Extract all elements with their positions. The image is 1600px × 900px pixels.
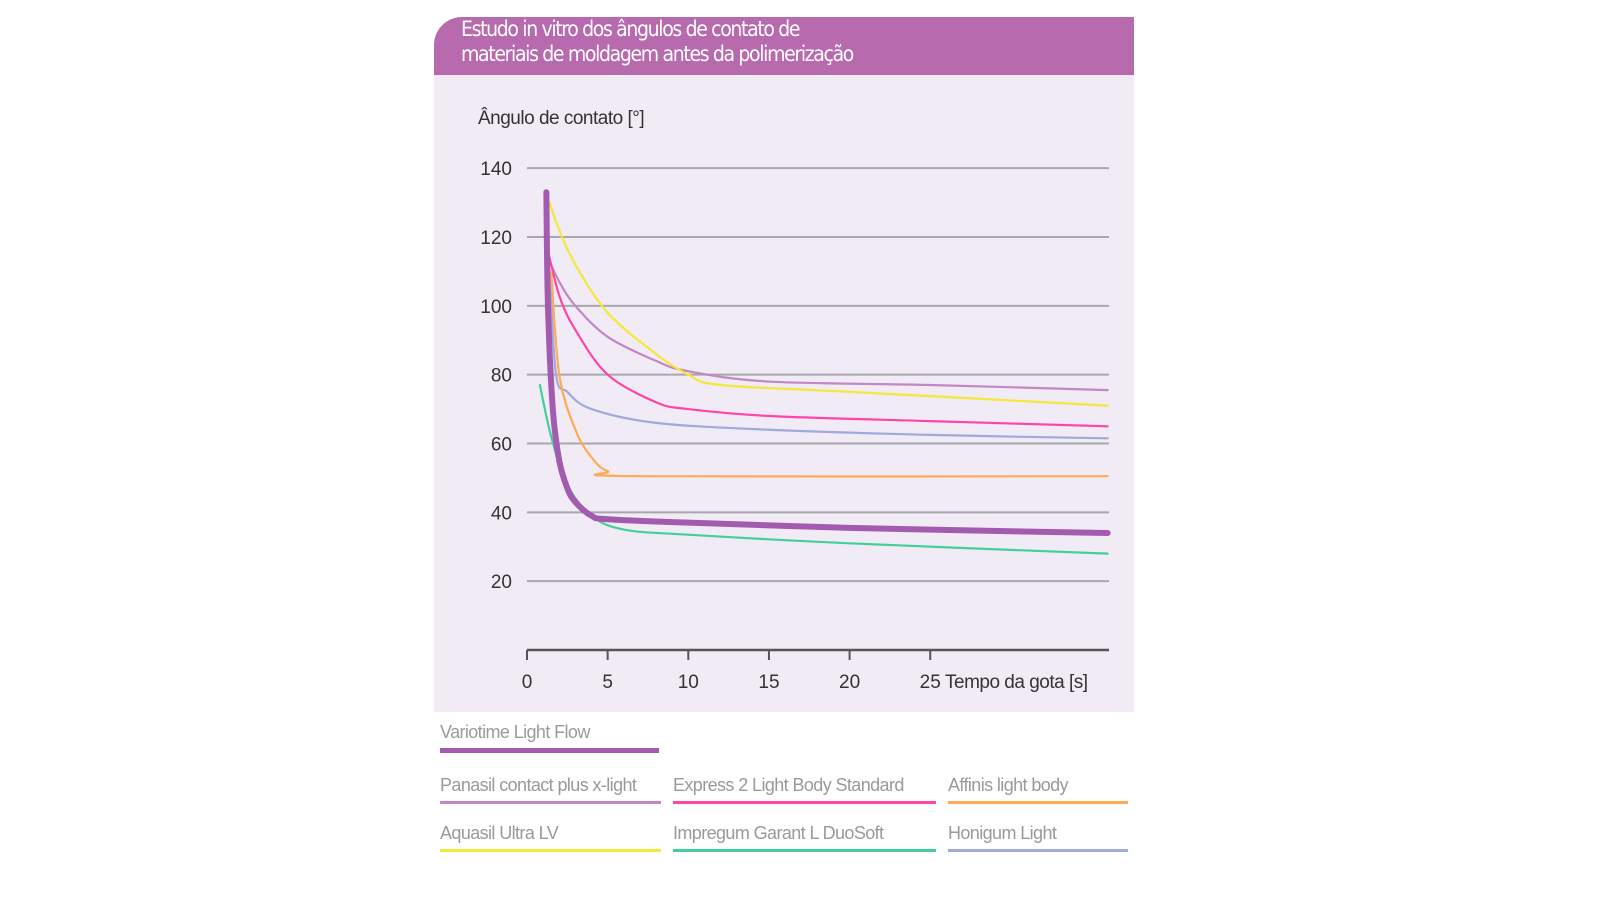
legend-swatch	[440, 748, 659, 753]
legend-swatch	[440, 849, 661, 852]
series-line-affinis-light-body	[550, 270, 1109, 478]
legend-swatch	[673, 801, 936, 804]
x-tick-label: 20	[839, 672, 860, 693]
chart-title: Estudo in vitro dos ângulos de contato d…	[434, 17, 1134, 75]
legend-swatch	[948, 849, 1128, 852]
x-tick-label: 25	[920, 672, 941, 693]
y-axis-label: Ângulo de contato [°]	[478, 107, 644, 129]
legend-swatch	[673, 849, 936, 852]
legend-label: Honigum Light	[948, 823, 1057, 843]
legend-label: Affinis light body	[948, 775, 1069, 795]
x-axis-label: Tempo da gota [s]	[945, 672, 1088, 693]
x-tick-label: 0	[522, 672, 533, 693]
x-tick-label: 10	[678, 672, 699, 693]
series-line-express-2-light-body-standard	[545, 242, 1109, 428]
y-tick-label: 40	[491, 503, 512, 524]
x-tick-label: 15	[758, 672, 779, 693]
x-tick-label: 5	[602, 672, 613, 693]
series-line-aquasil-ultra-lv	[548, 201, 1109, 407]
series-line-variotime-light-flow	[543, 189, 1111, 536]
y-tick-label: 120	[480, 228, 512, 249]
legend-swatch	[440, 801, 661, 804]
chart-title-line-2: materiais de moldagem antes da polimeriz…	[461, 42, 854, 66]
y-tick-label: 60	[491, 435, 512, 456]
legend-label: Panasil contact plus x-light	[440, 775, 637, 795]
legend-label: Express 2 Light Body Standard	[673, 775, 904, 795]
legend-swatch	[948, 801, 1128, 804]
y-tick-label: 140	[480, 159, 512, 180]
series-line-panasil-contact-plus-x-light	[545, 253, 1109, 392]
legend-label: Variotime Light Flow	[440, 722, 590, 742]
legend-label: Aquasil Ultra LV	[440, 823, 559, 843]
y-tick-label: 100	[480, 297, 512, 318]
y-tick-label: 20	[491, 572, 512, 593]
chart-title-line-1: Estudo in vitro dos ângulos de contato d…	[461, 17, 801, 41]
legend-label: Impregum Garant L DuoSoft	[673, 823, 884, 843]
series-line-honigum-light	[548, 270, 1109, 440]
y-tick-label: 80	[491, 366, 512, 387]
